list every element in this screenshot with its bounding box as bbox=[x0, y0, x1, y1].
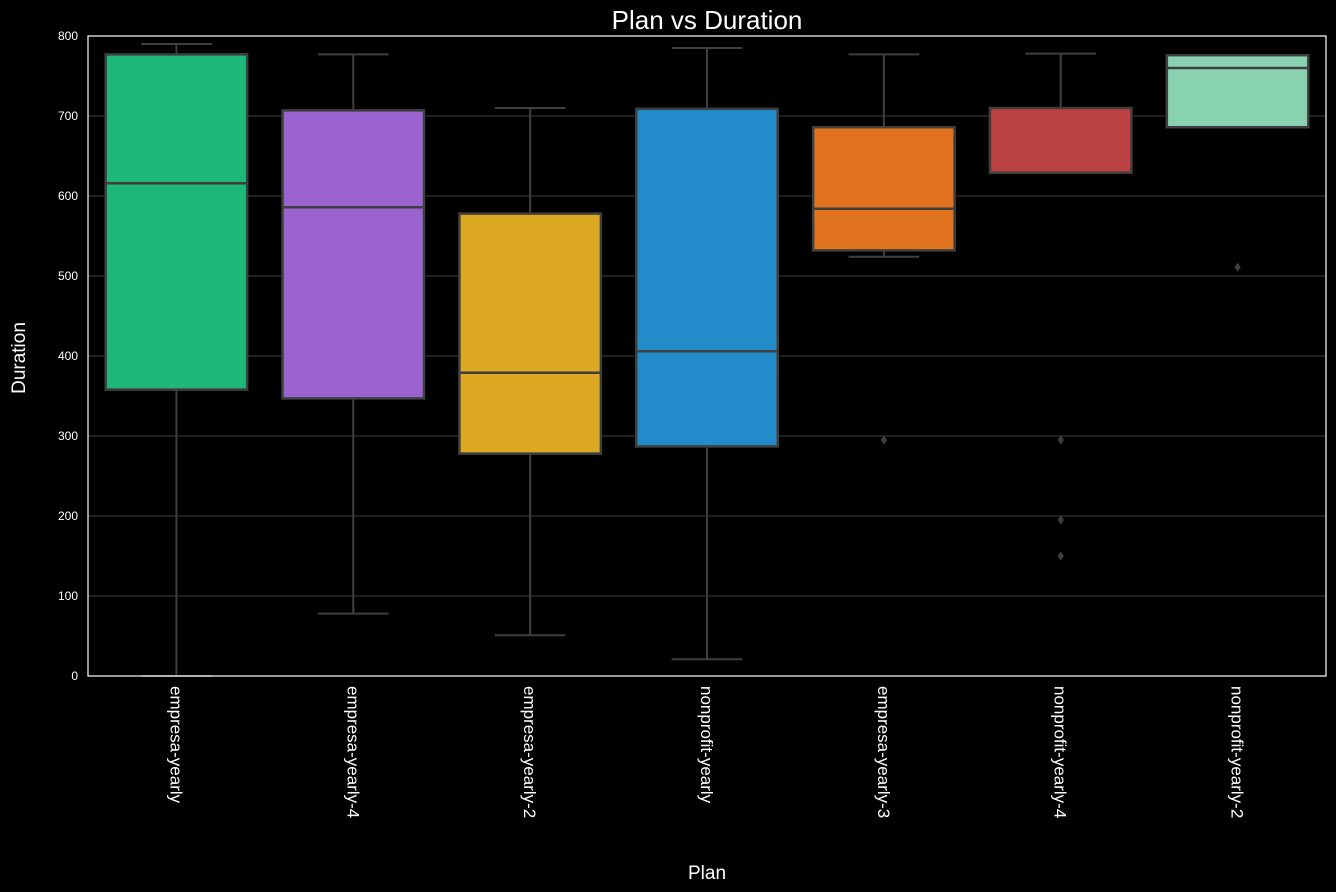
y-tick-label: 500 bbox=[58, 269, 78, 283]
box-nonprofit-yearly-2 bbox=[1165, 53, 1310, 272]
y-tick-label: 400 bbox=[58, 349, 78, 363]
x-axis-label: Plan bbox=[688, 863, 726, 884]
box-empresa-yearly-3 bbox=[811, 53, 956, 445]
box-empresa-yearly-2 bbox=[458, 107, 603, 637]
iqr-box bbox=[281, 109, 426, 400]
y-tick-label: 0 bbox=[71, 669, 78, 683]
box-nonprofit-yearly bbox=[635, 47, 779, 661]
y-tick-label: 200 bbox=[58, 509, 78, 523]
y-axis-label: Duration bbox=[9, 322, 30, 394]
y-tick-layer: 0 100 200 300 400 500 600 700 800 bbox=[58, 29, 78, 683]
y-tick-label: 100 bbox=[58, 589, 78, 603]
iqr-box bbox=[811, 125, 956, 252]
box-empresa-yearly bbox=[104, 43, 249, 677]
iqr-box bbox=[104, 53, 249, 391]
y-tick-label: 800 bbox=[58, 29, 78, 43]
x-tick-label: empresa-yearly-2 bbox=[520, 686, 539, 818]
outlier-point bbox=[1057, 551, 1064, 561]
outlier-point bbox=[880, 435, 888, 445]
x-tick-label: empresa-yearly-3 bbox=[874, 686, 893, 818]
plot-frame bbox=[87, 35, 1327, 677]
box-empresa-yearly-4 bbox=[281, 53, 426, 615]
iqr-box bbox=[1165, 53, 1310, 129]
box-layer bbox=[104, 43, 1310, 677]
y-tick-label: 300 bbox=[58, 429, 78, 443]
x-tick-label: nonprofit-yearly-2 bbox=[1228, 686, 1247, 818]
iqr-box bbox=[988, 106, 1133, 175]
x-tick-label: empresa-yearly bbox=[166, 686, 185, 804]
x-tick-label: nonprofit-yearly-4 bbox=[1051, 686, 1070, 818]
iqr-box bbox=[458, 212, 603, 455]
y-tick-label: 600 bbox=[58, 189, 78, 203]
outlier-point bbox=[1057, 435, 1064, 445]
y-tick-label: 700 bbox=[58, 109, 78, 123]
x-tick-label: nonprofit-yearly bbox=[697, 686, 716, 804]
outlier-point bbox=[1057, 515, 1064, 525]
iqr-box bbox=[635, 107, 779, 448]
x-tick-layer: empresa-yearly empresa-yearly-4 empresa-ye… bbox=[166, 686, 1246, 818]
outlier-point bbox=[1234, 262, 1241, 272]
x-tick-label: empresa-yearly-4 bbox=[343, 686, 362, 818]
box-nonprofit-yearly-4 bbox=[988, 52, 1133, 561]
chart-title: Plan vs Duration bbox=[612, 5, 803, 35]
